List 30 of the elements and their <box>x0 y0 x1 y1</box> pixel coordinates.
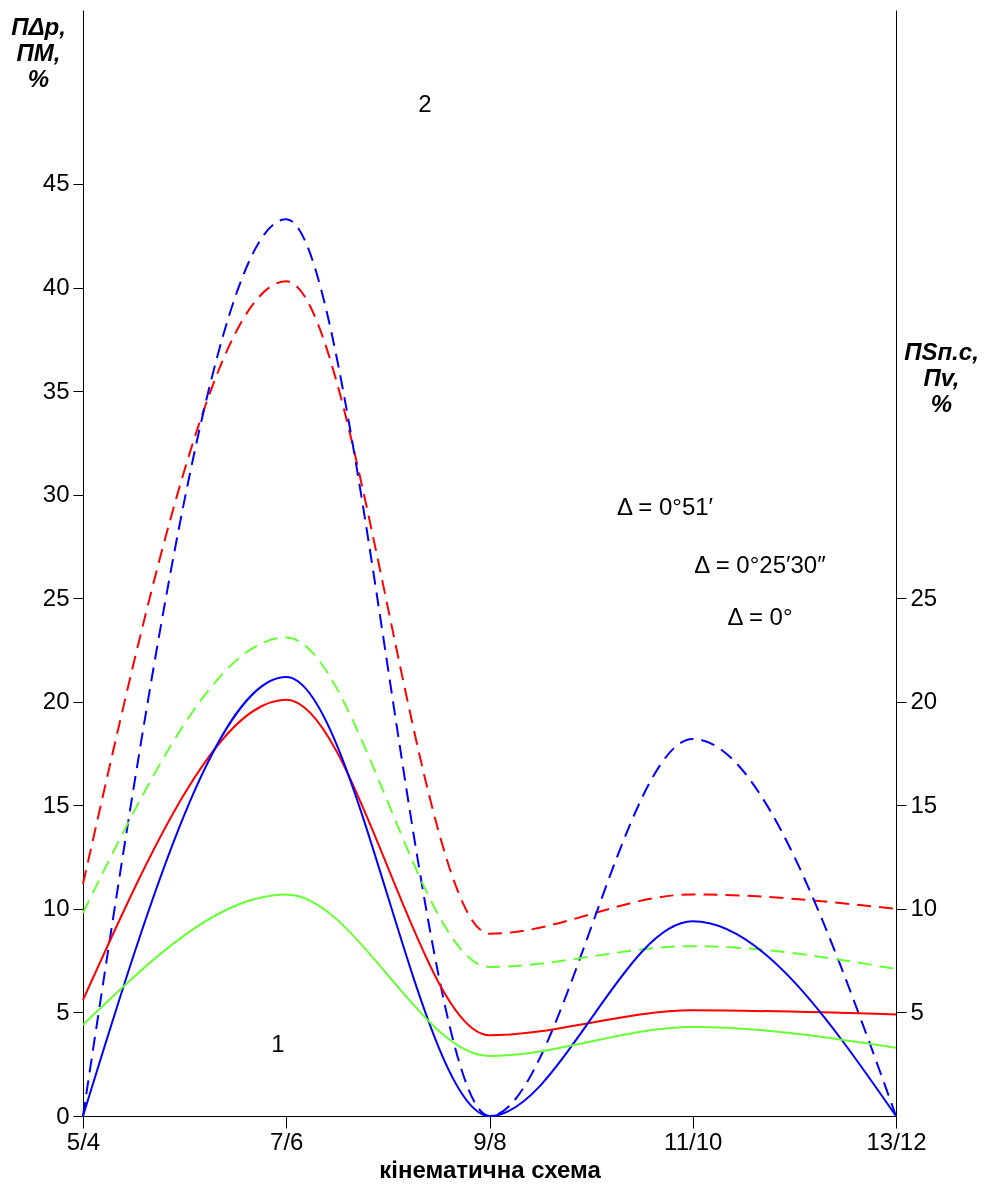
y2-tick-label: 20 <box>910 687 938 715</box>
annotation: 1 <box>271 1030 285 1057</box>
y-tick-label: 15 <box>42 790 70 818</box>
x-tick-label: 11/10 <box>664 1127 723 1155</box>
annotation: Δ = 0° <box>727 603 793 630</box>
y-tick-label: 40 <box>42 273 70 301</box>
y-tick-label: 20 <box>42 687 70 715</box>
y-tick-label: 10 <box>42 894 70 922</box>
x-tick-label: 7/6 <box>270 1127 304 1155</box>
annotation: Δ = 0°25′30″ <box>694 551 827 578</box>
y-tick-label: 35 <box>42 376 70 404</box>
x-tick-label: 9/8 <box>473 1127 507 1155</box>
y-tick-label: 0 <box>56 1101 70 1129</box>
y-tick-label: 30 <box>42 480 70 508</box>
y2-tick-label: 5 <box>910 997 924 1025</box>
x-axis-title: кінематична схема <box>379 1155 602 1183</box>
y-tick-label: 45 <box>42 169 70 197</box>
x-tick-label: 5/4 <box>66 1127 101 1155</box>
y-tick-label: 5 <box>56 997 70 1025</box>
annotation: 2 <box>418 90 432 117</box>
y2-tick-label: 10 <box>910 894 938 922</box>
y-tick-label: 25 <box>42 583 70 611</box>
annotation: Δ = 0°51′ <box>616 493 714 520</box>
line-series <box>82 893 897 1057</box>
y2-axis-title: ПSп.с, Пv, % <box>904 337 979 417</box>
line-series <box>82 698 897 1037</box>
y2-tick-label: 25 <box>910 583 938 611</box>
y2-tick-label: 15 <box>910 790 938 818</box>
y-axis-title: ПΔp, ПM, % <box>11 12 66 92</box>
x-tick-label: 13/12 <box>866 1127 927 1155</box>
